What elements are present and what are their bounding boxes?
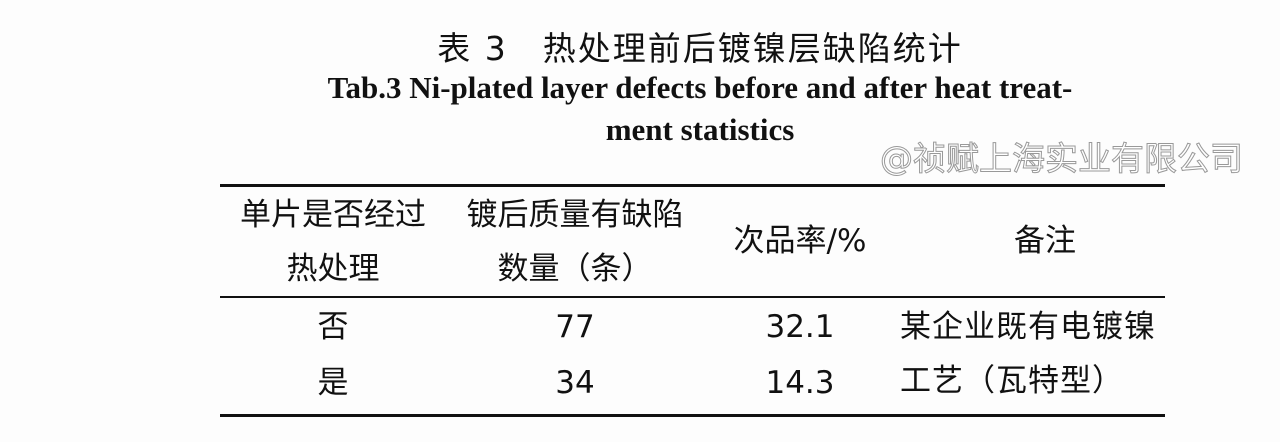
header-heat-treated: 单片是否经过热处理	[240, 197, 426, 287]
table-caption-en-line1: Tab.3 Ni-plated layer defects before and…	[327, 70, 1073, 105]
bottom-rule	[220, 414, 1165, 417]
header-remark: 备注	[1014, 223, 1076, 259]
remark-cell: 某企业既有电镀镍工艺（瓦特型）	[900, 309, 1156, 399]
header-rule	[220, 296, 1165, 298]
cell: 34	[555, 365, 595, 401]
watermark: @祯赋上海实业有限公司	[880, 139, 1244, 178]
header-defect-rate: 次品率/%	[733, 223, 867, 259]
cell: 77	[555, 309, 595, 345]
cell: 32.1	[765, 309, 835, 345]
cell: 是	[317, 365, 349, 401]
table-caption-en-line2: ment statistics	[605, 112, 795, 147]
cell: 否	[317, 309, 349, 345]
cell: 14.3	[765, 365, 835, 401]
header-defect-count: 镀后质量有缺陷数量（条）	[466, 197, 684, 287]
top-rule	[220, 184, 1165, 187]
table-caption-cn: 表 3 热处理前后镀镍层缺陷统计	[437, 29, 963, 68]
